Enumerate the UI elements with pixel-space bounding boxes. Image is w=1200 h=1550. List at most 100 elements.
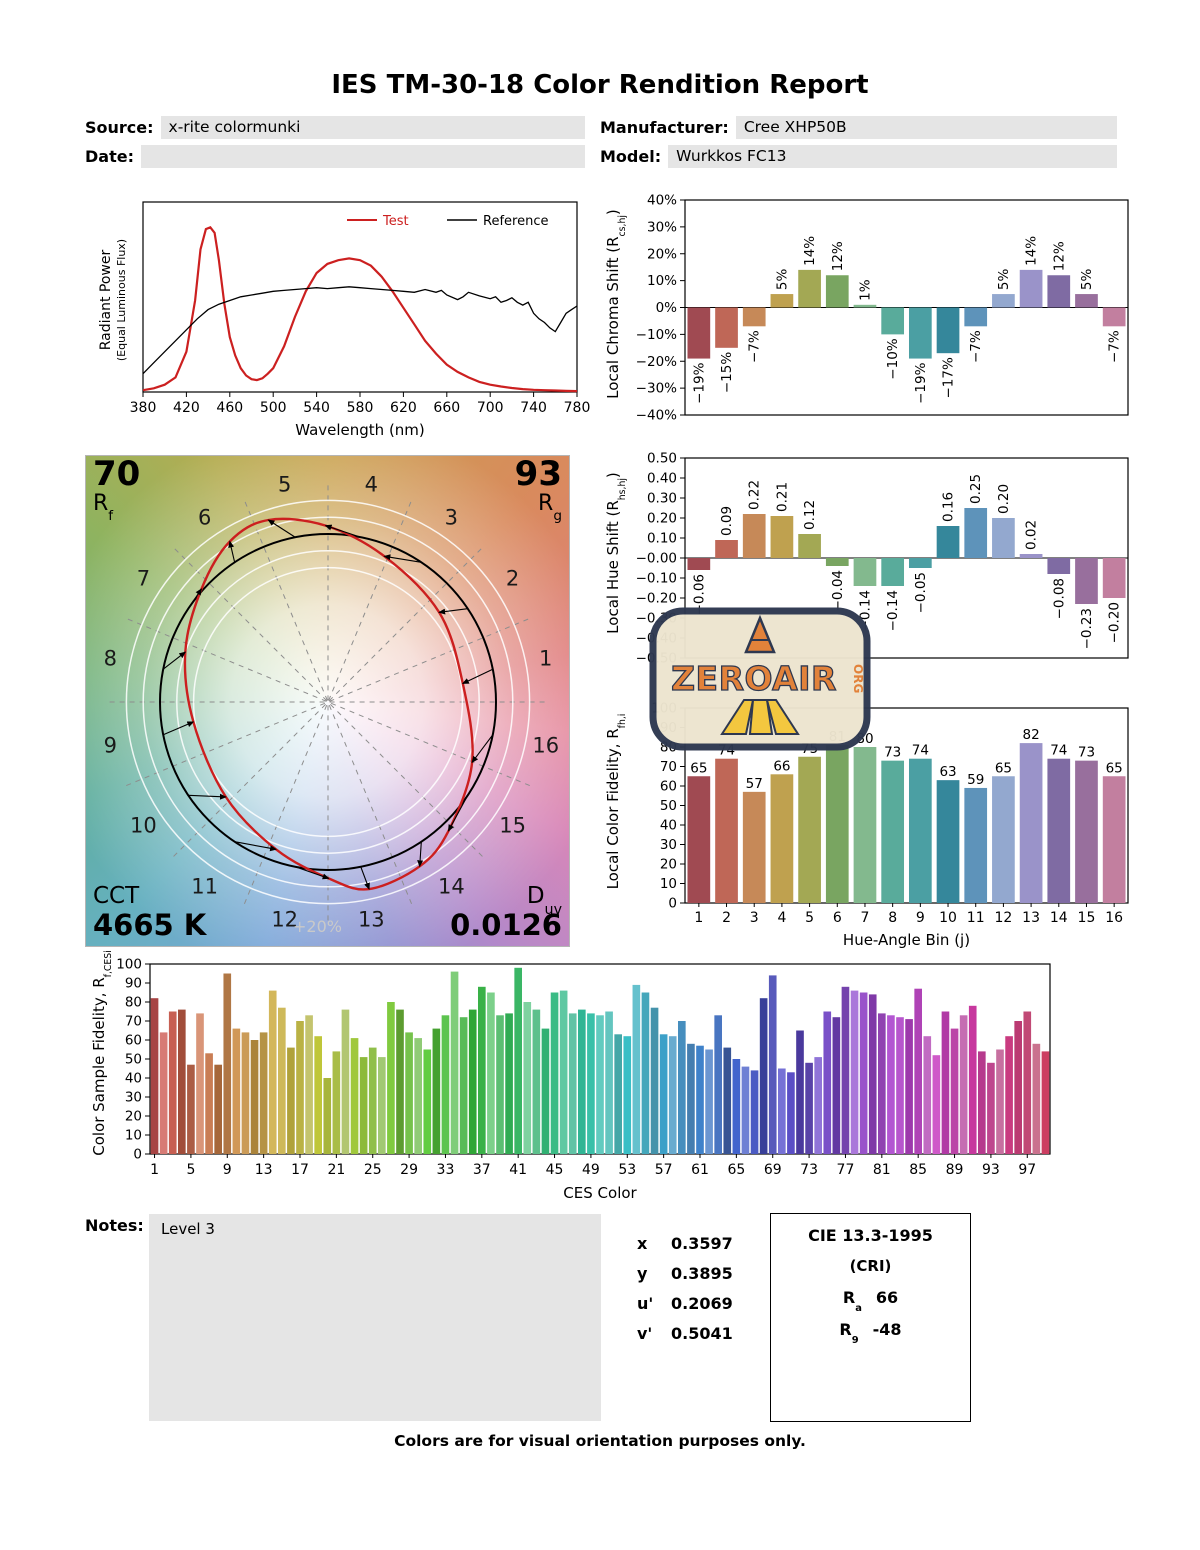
svg-text:−0.14: −0.14 [885, 590, 901, 631]
svg-text:620: 620 [390, 400, 417, 416]
manufacturer-row: Manufacturer: Cree XHP50B [600, 116, 1117, 139]
svg-text:30: 30 [660, 837, 677, 853]
watermark-suffix: ORG [851, 664, 865, 693]
svg-text:73: 73 [800, 1162, 818, 1178]
svg-text:41: 41 [509, 1162, 527, 1178]
svg-text:57: 57 [746, 776, 763, 792]
svg-text:45: 45 [546, 1162, 564, 1178]
chroma-axis-title: Local Chroma Shift (Rcs,hj) [604, 209, 629, 399]
cri-box: CIE 13.3-1995 (CRI) Ra66 R9-48 [770, 1213, 971, 1422]
svg-text:5%: 5% [1079, 268, 1095, 290]
svg-text:12: 12 [271, 908, 298, 932]
svg-text:9: 9 [104, 733, 117, 757]
svg-text:460: 460 [216, 400, 243, 416]
svg-text:16: 16 [1105, 910, 1123, 926]
svg-text:1: 1 [150, 1162, 159, 1178]
svg-text:5%: 5% [774, 268, 790, 290]
manufacturer-label: Manufacturer: [600, 118, 729, 137]
svg-text:90: 90 [125, 976, 142, 992]
svg-text:3: 3 [445, 505, 458, 529]
cct-value: CCT 4665 K [93, 883, 207, 943]
color-fidelity-chart: 0102030405060708090100651742573664755816… [651, 701, 1129, 949]
date-row: Date: [85, 145, 585, 168]
svg-text:3: 3 [750, 910, 759, 926]
svg-text:10%: 10% [647, 273, 677, 289]
color-vector-graphic: 1 2 3 4 5 6 7 8 9 10 11 12 13 14 15 16 [85, 455, 570, 947]
watermark-tower-icon [744, 614, 776, 654]
svg-text:49: 49 [582, 1162, 600, 1178]
svg-text:−19%: −19% [691, 362, 707, 403]
svg-text:−0.00: −0.00 [636, 551, 677, 567]
svg-text:−7%: −7% [1107, 330, 1123, 363]
svg-text:10: 10 [125, 1128, 142, 1144]
svg-text:93: 93 [982, 1162, 1000, 1178]
svg-text:Reference: Reference [483, 214, 548, 229]
chromaticity-y: y 0.3895 [637, 1264, 733, 1283]
svg-text:65: 65 [727, 1162, 745, 1178]
spectral-chart: 380 420 460 500 540 580 620 660 700 740 780 Wavelen… [130, 201, 590, 439]
svg-text:1%: 1% [857, 279, 873, 301]
svg-text:15: 15 [499, 813, 526, 837]
svg-text:−40%: −40% [636, 408, 677, 424]
svg-text:−17%: −17% [941, 357, 957, 398]
svg-text:660: 660 [433, 400, 460, 416]
svg-text:380: 380 [130, 400, 157, 416]
svg-text:−10%: −10% [885, 338, 901, 379]
manufacturer-value: Cree XHP50B [735, 116, 1117, 139]
svg-text:−0.20: −0.20 [1107, 602, 1123, 643]
svg-text:1: 1 [539, 647, 552, 671]
svg-text:0.12: 0.12 [802, 500, 818, 530]
svg-text:15: 15 [1078, 910, 1096, 926]
svg-text:−30%: −30% [636, 381, 677, 397]
svg-text:14: 14 [1050, 910, 1068, 926]
svg-text:29: 29 [400, 1162, 418, 1178]
svg-text:2: 2 [506, 567, 519, 591]
svg-text:65: 65 [690, 760, 707, 776]
svg-text:77: 77 [837, 1162, 855, 1178]
svg-text:65: 65 [995, 760, 1012, 776]
svg-text:7: 7 [861, 910, 870, 926]
chroma-shift-chart: −40% −30% −20% −10% 0% 10% 20% 30% 40% −19% −15% −7… [636, 193, 1129, 424]
svg-text:21: 21 [327, 1162, 345, 1178]
svg-text:0%: 0% [656, 300, 678, 316]
svg-text:80: 80 [125, 995, 142, 1011]
svg-text:−20%: −20% [636, 354, 677, 370]
svg-text:5: 5 [186, 1162, 195, 1178]
watermark-text: ZEROAIR [671, 659, 837, 698]
svg-text:0.40: 0.40 [647, 471, 677, 487]
svg-text:0.02: 0.02 [1024, 520, 1040, 550]
svg-text:70: 70 [125, 1014, 142, 1030]
spectral-axis-title: Radiant Power (Equal Luminous Flux) [98, 238, 129, 362]
svg-text:12: 12 [994, 910, 1012, 926]
rg-score: 93 Rg [514, 454, 562, 524]
svg-text:1: 1 [694, 910, 703, 926]
svg-text:−19%: −19% [913, 362, 929, 403]
svg-text:580: 580 [347, 400, 374, 416]
svg-text:0.20: 0.20 [647, 511, 677, 527]
source-row: Source: x-rite colormunki [85, 116, 585, 139]
svg-text:740: 740 [520, 400, 547, 416]
model-value: Wurkkos FC13 [668, 145, 1117, 168]
svg-text:540: 540 [303, 400, 330, 416]
svg-text:6: 6 [198, 505, 211, 529]
footer-note: Colors are for visual orientation purpos… [394, 1432, 806, 1450]
svg-text:13: 13 [255, 1162, 273, 1178]
cri-title: CIE 13.3-1995 [808, 1226, 933, 1245]
svg-text:63: 63 [939, 764, 956, 780]
zeroair-watermark: ZEROAIR ORG [649, 607, 871, 751]
rf-score: 70 Rf [93, 454, 141, 524]
svg-text:5: 5 [278, 472, 291, 496]
svg-text:40: 40 [660, 818, 677, 834]
svg-text:5: 5 [805, 910, 814, 926]
model-label: Model: [600, 147, 662, 166]
svg-text:14%: 14% [1024, 236, 1040, 266]
svg-text:0.25: 0.25 [968, 474, 984, 504]
svg-text:16: 16 [532, 733, 559, 757]
ces-fidelity-chart: 0 10 20 30 40 50 60 70 80 90 100 1 5 9 13 17 21 25 29 33 37 4… [116, 957, 1051, 1202]
svg-text:65: 65 [1106, 760, 1123, 776]
svg-text:CES Color: CES Color [563, 1184, 637, 1202]
svg-text:Hue-Angle Bin (j): Hue-Angle Bin (j) [843, 931, 970, 949]
svg-text:69: 69 [764, 1162, 782, 1178]
svg-text:−0.10: −0.10 [636, 571, 677, 587]
notes-value: Level 3 [161, 1220, 215, 1238]
